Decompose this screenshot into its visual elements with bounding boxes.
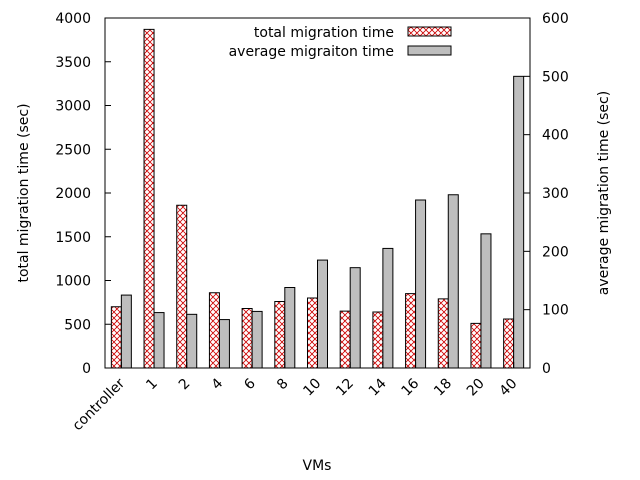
left-tick-label: 3000 <box>55 99 91 115</box>
legend-swatch-average <box>407 45 452 56</box>
bar-average-14 <box>382 247 394 369</box>
legend-swatch-total <box>407 26 452 37</box>
bar-average-18 <box>447 194 459 369</box>
bar-average-4 <box>218 319 230 369</box>
right-tick-label: 500 <box>542 69 569 85</box>
x-tick-label: 10 <box>300 376 324 400</box>
legend-label-average: average migraiton time <box>229 44 394 60</box>
bar-average-12 <box>349 267 361 369</box>
bar-total-controller <box>110 306 122 369</box>
x-tick-label: 14 <box>366 375 390 399</box>
x-tick-label: 1 <box>143 376 161 394</box>
bar-average-40 <box>513 75 525 369</box>
right-tick-label: 0 <box>542 361 551 377</box>
bar-average-6 <box>251 310 263 369</box>
bar-total-14 <box>372 311 384 369</box>
legend: total migration time average migraiton t… <box>229 25 452 60</box>
bar-total-2 <box>176 204 188 369</box>
bar-total-18 <box>437 298 449 369</box>
left-axis: 0 500 1000 1500 2000 2500 3000 3500 4000 <box>55 11 111 377</box>
left-tick-label: 500 <box>64 317 91 333</box>
x-tick-label: 2 <box>176 376 194 394</box>
right-tick-label: 400 <box>542 128 569 144</box>
left-tick-label: 0 <box>82 361 91 377</box>
right-tick-label: 300 <box>542 186 569 202</box>
bar-average-controller <box>120 294 132 369</box>
bar-average-8 <box>284 287 296 369</box>
x-axis-title: VMs <box>303 458 332 474</box>
bar-total-4 <box>208 292 220 369</box>
bar-total-1 <box>143 28 155 369</box>
x-tick-label: 8 <box>274 376 292 394</box>
bar-total-10 <box>307 297 318 369</box>
left-tick-label: 1000 <box>55 274 91 290</box>
bar-average-10 <box>317 259 328 369</box>
left-tick-label: 3500 <box>55 55 91 71</box>
bar-total-40 <box>503 318 515 369</box>
x-tick-label: 20 <box>464 376 488 400</box>
x-axis: controller 1 2 4 6 8 10 12 14 16 18 20 40 <box>70 362 521 434</box>
bar-average-1 <box>153 312 165 369</box>
right-axis-title: average migration time (sec) <box>596 91 612 295</box>
bar-total-16 <box>405 293 417 369</box>
left-tick-label: 2500 <box>55 142 91 158</box>
left-tick-label: 4000 <box>55 11 91 27</box>
bar-average-20 <box>480 233 492 369</box>
left-axis-title: total migration time (sec) <box>16 103 32 282</box>
left-tick-label: 1500 <box>55 230 91 246</box>
x-tick-label: 4 <box>209 375 227 393</box>
left-tick-label: 2000 <box>55 186 91 202</box>
x-tick-label: 12 <box>333 376 357 400</box>
right-tick-label: 600 <box>542 11 569 27</box>
x-tick-label: controller <box>70 375 129 434</box>
x-tick-label: 6 <box>241 375 259 393</box>
legend-label-total: total migration time <box>254 25 394 41</box>
bar-average-16 <box>415 199 427 369</box>
bar-average-2 <box>186 313 198 369</box>
right-tick-label: 200 <box>542 244 569 260</box>
right-tick-label: 100 <box>542 303 569 319</box>
bars <box>110 28 525 369</box>
x-tick-label: 16 <box>398 375 422 399</box>
bar-total-12 <box>339 310 351 369</box>
bar-total-8 <box>274 301 286 369</box>
x-tick-label: 40 <box>497 376 521 400</box>
x-tick-label: 18 <box>431 376 455 400</box>
bar-total-6 <box>241 308 253 369</box>
right-axis: 0 100 200 300 400 500 600 <box>524 11 569 377</box>
bar-total-20 <box>470 322 482 369</box>
